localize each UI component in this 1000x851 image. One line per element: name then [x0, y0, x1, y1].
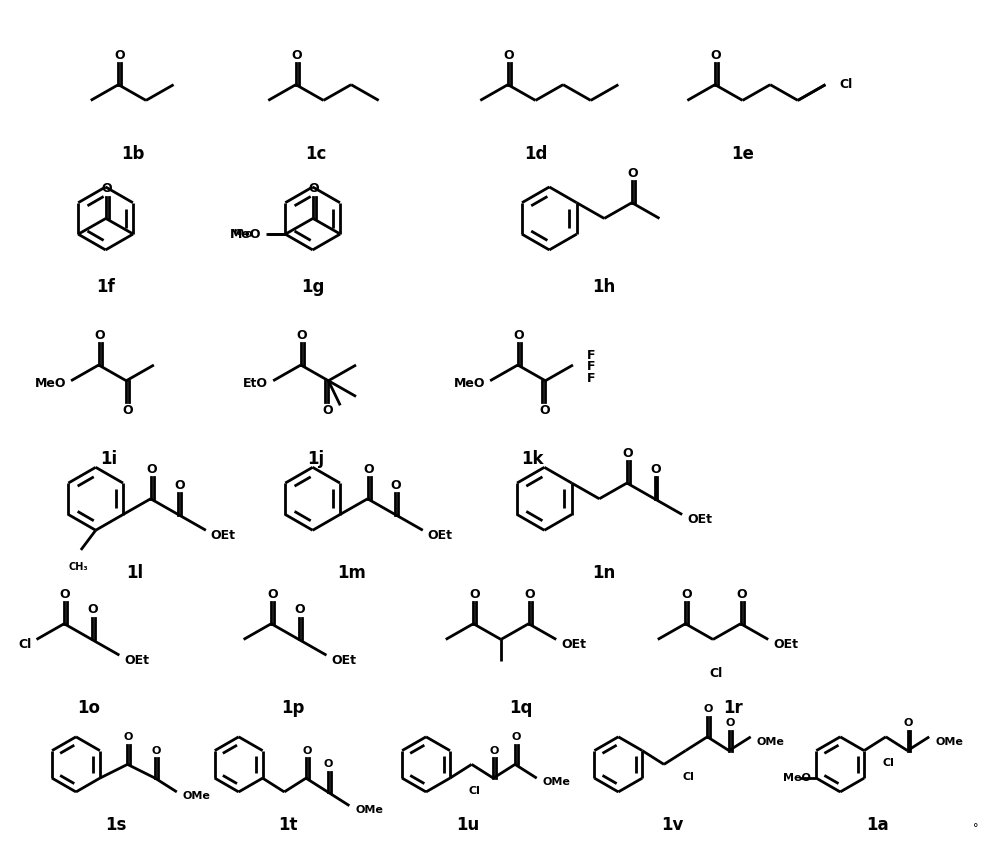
Text: O: O — [309, 182, 319, 196]
Text: O: O — [490, 745, 499, 756]
Text: Cl: Cl — [709, 667, 723, 680]
Text: O: O — [114, 49, 125, 61]
Text: O: O — [295, 603, 305, 616]
Text: 1b: 1b — [121, 146, 145, 163]
Text: MeO: MeO — [783, 774, 811, 783]
Text: Cl: Cl — [683, 772, 695, 782]
Text: O: O — [681, 588, 692, 601]
Text: 1a: 1a — [866, 816, 889, 834]
Text: O: O — [124, 732, 133, 742]
Text: OEt: OEt — [561, 638, 586, 651]
Text: O: O — [296, 329, 307, 342]
Text: OEt: OEt — [773, 638, 798, 651]
Text: 1m: 1m — [338, 563, 367, 581]
Text: O: O — [322, 403, 333, 417]
Text: F: F — [587, 349, 595, 362]
Text: O: O — [94, 329, 105, 342]
Text: °: ° — [973, 823, 978, 833]
Text: O: O — [102, 182, 112, 196]
Text: 1q: 1q — [509, 700, 532, 717]
Text: O: O — [511, 732, 521, 742]
Text: Cl: Cl — [18, 638, 32, 651]
Text: 1k: 1k — [521, 450, 544, 468]
Text: O: O — [524, 588, 535, 601]
Text: MeO: MeO — [35, 377, 66, 391]
Text: 1v: 1v — [661, 816, 684, 834]
Text: OEt: OEt — [211, 528, 236, 542]
Text: OMe: OMe — [543, 777, 571, 787]
Text: O: O — [146, 463, 157, 476]
Text: Cl: Cl — [839, 78, 852, 91]
Text: O: O — [267, 588, 278, 601]
Text: O: O — [513, 329, 524, 342]
Text: O: O — [122, 403, 133, 417]
Text: OEt: OEt — [687, 513, 712, 526]
Text: OMe: OMe — [355, 805, 383, 814]
Text: O: O — [324, 759, 333, 769]
Text: O: O — [151, 745, 161, 756]
Text: 1l: 1l — [127, 563, 144, 581]
Text: Cl: Cl — [883, 758, 895, 768]
Text: 1g: 1g — [301, 278, 324, 296]
Text: 1o: 1o — [77, 700, 100, 717]
Text: 1r: 1r — [723, 700, 743, 717]
Text: 1e: 1e — [731, 146, 754, 163]
Text: EtO: EtO — [243, 377, 268, 391]
Text: CH₃: CH₃ — [68, 562, 88, 572]
Text: O: O — [623, 447, 633, 460]
Text: O: O — [174, 478, 185, 492]
Text: O: O — [736, 588, 747, 601]
Text: 1d: 1d — [524, 146, 547, 163]
Text: 1p: 1p — [281, 700, 305, 717]
Text: 1s: 1s — [105, 816, 126, 834]
Text: O: O — [650, 463, 661, 476]
Text: m: m — [233, 227, 243, 237]
Text: O: O — [60, 588, 70, 601]
Text: Cl: Cl — [469, 786, 481, 796]
Text: O: O — [363, 463, 374, 476]
Text: O: O — [469, 588, 480, 601]
Text: 1c: 1c — [305, 146, 326, 163]
Text: OMe: OMe — [757, 737, 785, 747]
Text: MeO: MeO — [230, 228, 261, 241]
Text: 1i: 1i — [100, 450, 117, 468]
Text: OEt: OEt — [124, 654, 149, 666]
Text: O: O — [292, 49, 302, 61]
Text: O: O — [539, 403, 550, 417]
Text: 1j: 1j — [307, 450, 324, 468]
Text: O: O — [711, 49, 721, 61]
Text: O: O — [504, 49, 514, 61]
Text: O: O — [904, 718, 913, 728]
Text: 1u: 1u — [456, 816, 479, 834]
Text: 1t: 1t — [278, 816, 298, 834]
Text: O: O — [725, 718, 735, 728]
Text: O: O — [391, 478, 401, 492]
Text: 1f: 1f — [96, 278, 115, 296]
Text: 1h: 1h — [592, 278, 615, 296]
Text: o: o — [244, 229, 252, 239]
Text: OMe: OMe — [935, 737, 963, 747]
Text: O: O — [628, 167, 638, 180]
Text: OEt: OEt — [428, 528, 453, 542]
Text: MeO: MeO — [454, 377, 485, 391]
Text: O: O — [302, 745, 312, 756]
Text: 1n: 1n — [592, 563, 615, 581]
Text: OMe: OMe — [183, 791, 211, 801]
Text: OEt: OEt — [331, 654, 356, 666]
Text: F: F — [587, 361, 595, 374]
Text: O: O — [704, 705, 713, 714]
Text: O: O — [87, 603, 98, 616]
Text: F: F — [587, 372, 595, 386]
